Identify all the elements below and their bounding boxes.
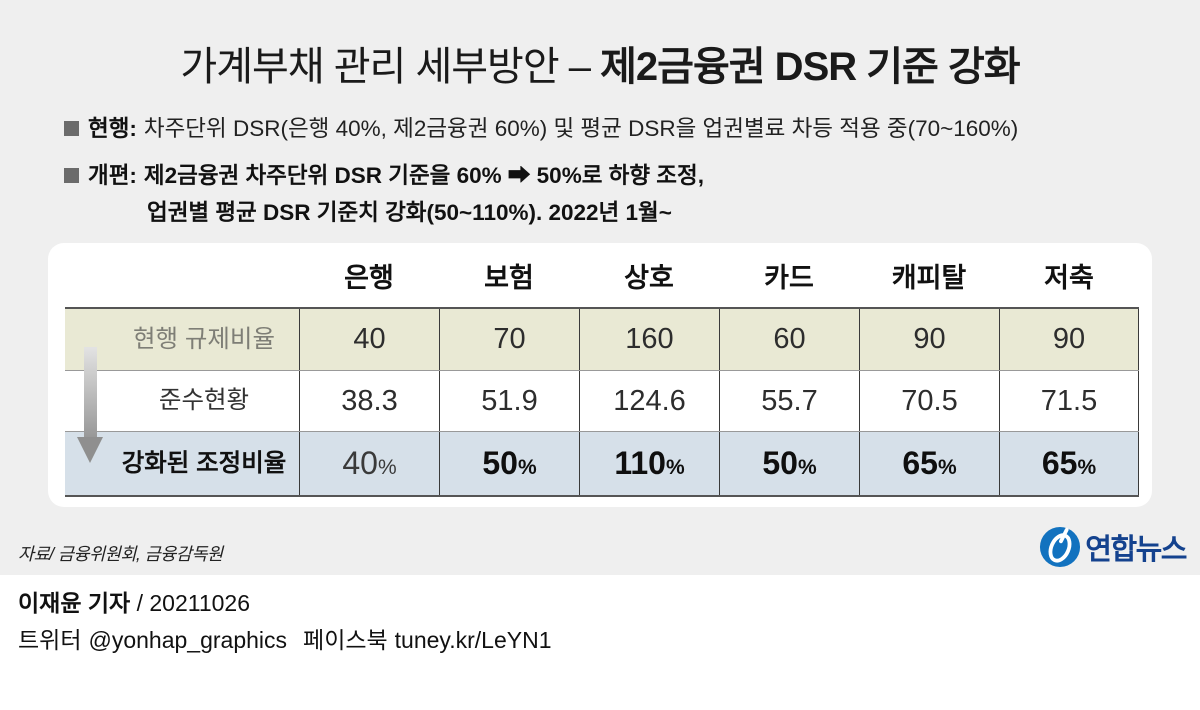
row-label: 준수현황 <box>158 387 250 414</box>
table-header-row: 은행 보험 상호 카드 캐피탈 저축 <box>48 243 1152 307</box>
cell-value: 55.7 <box>719 371 859 431</box>
bullet-reform: 개편: 제2금융권 차주단위 DSR 기준을 60% ➡ 50%로 하향 조정, … <box>64 157 704 231</box>
cell-value: 65% <box>859 432 999 495</box>
value-number: 65 <box>902 445 938 481</box>
yonhap-logo-text: 연합뉴스 <box>1085 534 1187 566</box>
value-number: 65 <box>1041 445 1078 481</box>
column-header-mutual: 상호 <box>624 262 674 293</box>
cell-value: 40% <box>299 432 439 495</box>
cell-value: 51.9 <box>439 371 579 431</box>
column-header-bank: 은행 <box>344 262 394 293</box>
row-label: 현행 규제비율 <box>132 326 276 353</box>
bullet-reform-text1: 제2금융권 차주단위 DSR 기준을 60% ➡ 50%로 하향 조정, <box>143 163 704 188</box>
byline-date: / 20211026 <box>130 590 250 616</box>
reporter-name: 이재윤 기자 <box>18 590 131 616</box>
down-arrow-head-icon <box>77 437 103 463</box>
percent-sign: % <box>797 456 817 479</box>
title-regular: 가계부채 관리 세부방안 – <box>180 45 601 89</box>
social-links: 트위터 @yonhap_graphics 페이스북 tuney.kr/LeYN1 <box>18 621 552 655</box>
cell-value: 40 <box>299 309 439 370</box>
cell-value: 160 <box>579 309 719 370</box>
cell-value: 70.5 <box>859 371 999 431</box>
column-header-insurance: 보험 <box>484 262 534 293</box>
bullet-reform-line2: 업권별 평균 DSR 기준치 강화(50~110%). 2022년 1월~ <box>147 200 672 225</box>
bullet-reform-label: 개편: <box>88 163 137 188</box>
value-number: 50 <box>482 445 518 481</box>
value-number: 40 <box>342 445 378 481</box>
percent-sign: % <box>1077 456 1097 479</box>
bullet-reform-line1: 개편: 제2금융권 차주단위 DSR 기준을 60% ➡ 50%로 하향 조정, <box>64 157 704 194</box>
table-row-current-ratio: 현행 규제비율 40 70 160 60 90 90 <box>65 309 1139 370</box>
percent-sign: % <box>377 456 397 479</box>
table-row-compliance: 준수현황 38.3 51.9 124.6 55.7 70.5 71.5 <box>65 370 1139 432</box>
bullet-current-label: 현행: <box>88 116 137 141</box>
data-table-card: 은행 보험 상호 카드 캐피탈 저축 현행 규제비율 40 70 160 60 … <box>48 243 1152 507</box>
row-label: 강화된 조정비율 <box>121 450 287 477</box>
page-title: 가계부채 관리 세부방안 – 제2금융권 DSR 기준 강화 <box>0 34 1200 92</box>
cell-value: 90 <box>859 309 999 370</box>
source-note: 자료/ 금융위원회, 금융감독원 <box>18 544 223 564</box>
bullet-square-icon <box>64 121 79 136</box>
facebook-url: tuney.kr/LeYN1 <box>394 627 552 653</box>
yonhap-logo: 연합뉴스 <box>1039 526 1187 568</box>
cell-value: 110% <box>579 432 719 495</box>
cell-value: 70 <box>439 309 579 370</box>
column-header-savings: 저축 <box>1044 262 1094 293</box>
title-bold: 제2금융권 DSR 기준 강화 <box>600 45 1020 89</box>
cell-value: 90 <box>999 309 1139 370</box>
column-header-capital: 캐피탈 <box>891 262 967 293</box>
value-number: 50 <box>762 445 798 481</box>
percent-sign: % <box>937 456 957 479</box>
twitter-handle: @yonhap_graphics <box>88 627 288 653</box>
yonhap-logo-icon <box>1040 526 1081 568</box>
bullet-square-icon <box>64 168 79 183</box>
cell-value: 71.5 <box>999 371 1139 431</box>
table-body: 현행 규제비율 40 70 160 60 90 90 준수현황 38.3 51.… <box>65 307 1139 497</box>
cell-value: 124.6 <box>579 371 719 431</box>
facebook-label: 페이스북 <box>303 627 388 653</box>
bullet-current: 현행: 차주단위 DSR(은행 40%, 제2금융권 60%) 및 평균 DSR을… <box>64 111 1018 143</box>
cell-value: 50% <box>439 432 579 495</box>
column-header-card: 카드 <box>764 262 814 293</box>
cell-value: 38.3 <box>299 371 439 431</box>
down-arrow-icon <box>84 347 97 437</box>
percent-sign: % <box>665 456 685 479</box>
cell-value: 60 <box>719 309 859 370</box>
cell-value: 50% <box>719 432 859 495</box>
value-number: 110 <box>614 445 666 481</box>
twitter-label: 트위터 <box>18 627 82 653</box>
bullet-current-text: 차주단위 DSR(은행 40%, 제2금융권 60%) 및 평균 DSR을 업권… <box>143 116 1019 141</box>
table-row-adjusted-ratio: 강화된 조정비율 40% 50% 110% 50% 65% 65% <box>65 432 1139 495</box>
percent-sign: % <box>517 456 537 479</box>
cell-value: 65% <box>999 432 1139 495</box>
byline: 이재윤 기자 / 20211026 <box>18 584 250 618</box>
